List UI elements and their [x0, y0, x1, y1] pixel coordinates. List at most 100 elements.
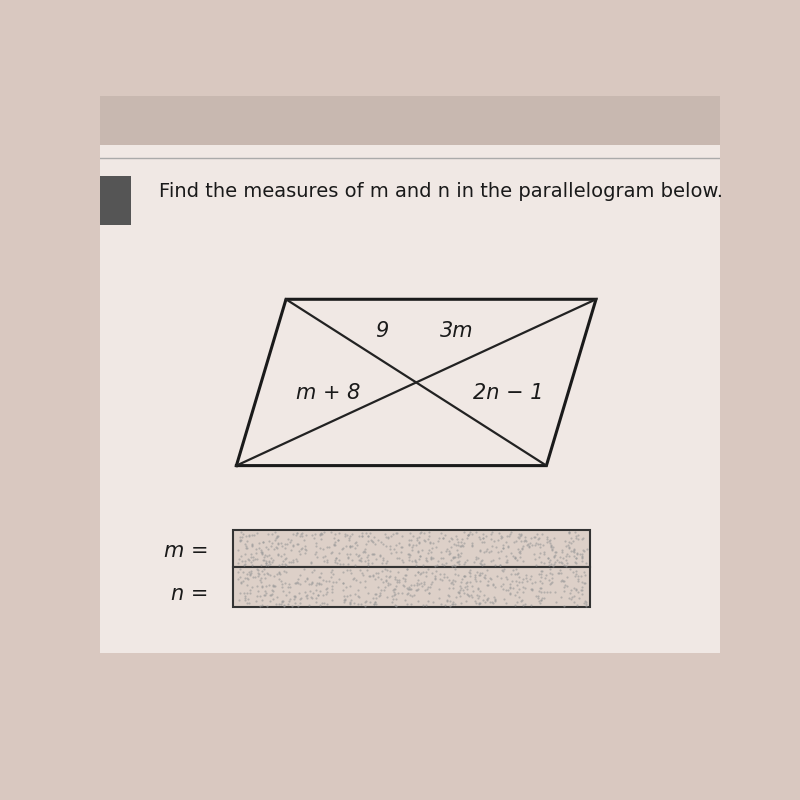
Point	[388, 587, 401, 600]
Point	[384, 546, 397, 559]
Point	[478, 595, 491, 608]
Point	[427, 596, 440, 609]
Point	[563, 527, 576, 540]
Point	[468, 569, 481, 582]
Point	[312, 578, 325, 590]
Point	[396, 571, 409, 584]
Point	[534, 538, 546, 550]
Point	[253, 568, 266, 581]
Point	[543, 534, 556, 546]
Point	[295, 530, 308, 542]
Point	[308, 531, 321, 544]
Point	[556, 543, 569, 556]
Point	[263, 534, 276, 547]
Point	[312, 589, 325, 602]
Point	[411, 531, 424, 544]
Point	[503, 528, 516, 541]
Point	[503, 581, 516, 594]
Point	[256, 546, 269, 559]
Point	[528, 576, 541, 589]
Point	[407, 589, 420, 602]
Point	[552, 566, 565, 579]
Point	[449, 574, 462, 587]
Point	[455, 535, 468, 548]
Point	[304, 584, 317, 597]
Point	[474, 557, 486, 570]
Point	[437, 531, 450, 544]
Point	[473, 597, 486, 610]
Point	[474, 533, 487, 546]
Point	[322, 574, 335, 587]
Point	[330, 556, 343, 569]
Point	[425, 552, 438, 565]
Point	[578, 545, 590, 558]
Point	[520, 571, 533, 584]
Point	[251, 579, 264, 592]
Point	[374, 550, 386, 562]
Point	[580, 598, 593, 610]
Point	[290, 577, 302, 590]
Point	[365, 534, 378, 546]
Point	[292, 545, 305, 558]
Point	[576, 575, 589, 588]
Point	[565, 583, 578, 596]
Point	[398, 580, 410, 593]
Point	[264, 551, 277, 564]
Point	[346, 572, 359, 585]
Point	[306, 591, 318, 604]
Point	[559, 559, 572, 572]
Point	[474, 558, 487, 570]
Point	[310, 577, 323, 590]
Point	[543, 586, 556, 598]
Point	[241, 542, 254, 554]
Point	[554, 566, 567, 579]
Point	[280, 558, 293, 571]
Point	[559, 539, 572, 552]
Point	[359, 546, 372, 558]
Point	[458, 537, 470, 550]
Point	[446, 598, 458, 610]
Point	[359, 595, 372, 608]
Point	[378, 527, 391, 540]
Point	[450, 590, 462, 603]
Point	[558, 578, 571, 591]
Point	[244, 548, 257, 561]
Point	[384, 539, 397, 552]
Point	[254, 543, 267, 556]
Point	[298, 575, 311, 588]
Point	[356, 567, 369, 580]
Point	[554, 590, 567, 603]
Point	[410, 538, 423, 551]
Point	[484, 527, 497, 540]
Point	[550, 546, 562, 558]
Point	[317, 542, 330, 555]
Point	[432, 554, 445, 567]
Point	[502, 539, 514, 552]
Point	[450, 530, 462, 542]
Point	[446, 574, 459, 586]
Point	[285, 555, 298, 568]
Point	[314, 584, 326, 597]
Point	[274, 598, 287, 610]
Point	[534, 541, 546, 554]
Point	[271, 567, 284, 580]
Point	[438, 558, 450, 571]
Point	[398, 574, 411, 587]
Point	[287, 528, 300, 541]
Point	[272, 538, 285, 550]
Point	[270, 542, 283, 554]
Point	[360, 550, 373, 563]
Point	[464, 563, 477, 576]
Point	[485, 573, 498, 586]
Point	[279, 542, 292, 554]
Point	[529, 530, 542, 543]
Point	[402, 547, 415, 560]
Point	[502, 530, 515, 542]
Point	[535, 592, 548, 605]
Point	[373, 590, 386, 602]
Point	[576, 550, 589, 562]
Point	[390, 527, 402, 540]
Point	[404, 588, 417, 601]
Point	[258, 588, 271, 601]
Point	[283, 593, 296, 606]
